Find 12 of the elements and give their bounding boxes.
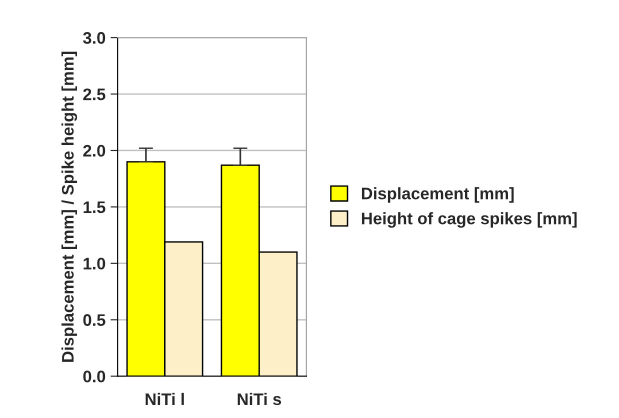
y-tick-label: 0.5 [83, 314, 106, 326]
y-tick-label: 1.0 [84, 258, 106, 270]
y-axis-title: Displacement [mm] / Spike height [mm] [61, 52, 78, 362]
y-tick-label: 2.5 [83, 88, 106, 100]
x-tick-label: NiTi l [146, 392, 184, 405]
legend-label: Height of cage spikes [mm] [362, 212, 577, 228]
x-tick-label: NiTi s [238, 392, 282, 406]
y-tick-label: 3.0 [83, 32, 106, 44]
y-tick-label: 0.0 [83, 370, 106, 382]
legend-label: Displacement [mm] [362, 187, 514, 203]
y-tick-label: 2.0 [83, 144, 106, 157]
y-tick-label: 1.5 [84, 201, 106, 214]
